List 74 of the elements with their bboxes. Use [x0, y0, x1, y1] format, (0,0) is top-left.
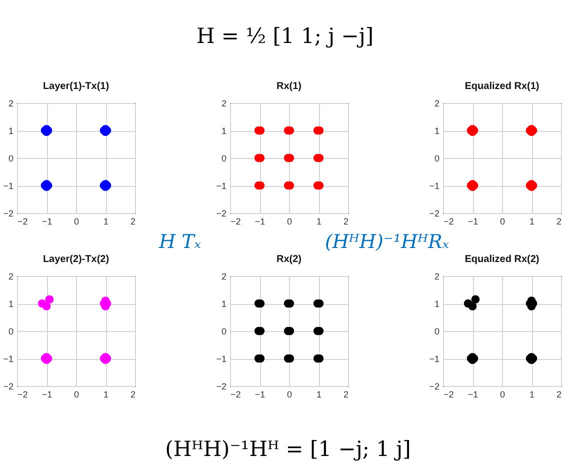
x-tick-label: 2 [343, 216, 348, 226]
x-tick-label: −1 [468, 390, 478, 400]
point [45, 295, 54, 304]
x-tick-label: 0 [286, 216, 292, 226]
x-tick-label: −2 [18, 216, 28, 226]
y-tick-label: 1 [221, 299, 226, 309]
y-tick-label: 2 [8, 98, 14, 108]
x-tick-label: −2 [18, 390, 28, 400]
x-tick-label: 0 [74, 216, 80, 226]
text: H = ½ [1 1; j −j] [196, 24, 374, 48]
y-tick-label: 2 [221, 272, 226, 282]
y-tick-label: −2 [216, 208, 226, 218]
text: (HᴴH)⁻¹HᴴRₓ [324, 231, 450, 253]
x-tick-label: −2 [444, 216, 454, 226]
x-tick-label: 2 [556, 216, 562, 226]
x-tick-label: 1 [316, 390, 322, 400]
y-tick-label: −1 [3, 354, 14, 364]
x-tick-label: 2 [130, 390, 136, 400]
y-tick-label: 1 [8, 126, 14, 136]
x-tick-label: 1 [316, 216, 322, 226]
y-tick-label: 1 [8, 299, 14, 309]
point [471, 295, 480, 304]
y-tick-label: 2 [434, 272, 440, 282]
x-tick-label: −1 [42, 216, 52, 226]
chart-title: Rx(1) [276, 81, 302, 92]
chart-title: Rx(2) [276, 254, 302, 265]
x-tick-label: 0 [286, 390, 292, 400]
x-tick-label: −1 [468, 216, 478, 226]
y-tick-label: −1 [429, 181, 440, 191]
text: H Tₓ [158, 231, 202, 253]
chart-title: Equalized Rx(2) [464, 254, 540, 265]
y-tick-label: −2 [429, 382, 440, 392]
x-tick-label: 0 [500, 390, 506, 400]
x-tick-label: −1 [254, 216, 266, 226]
y-tick-label: 2 [434, 98, 440, 108]
y-tick-label: 1 [434, 126, 440, 136]
x-tick-label: −1 [42, 390, 52, 400]
y-tick-label: 0 [8, 326, 14, 336]
x-tick-label: 1 [103, 216, 109, 226]
point [468, 302, 477, 310]
y-tick-label: 1 [221, 126, 226, 136]
chart-title: Layer(1)-Tx(1) [42, 81, 110, 92]
y-tick-label: 0 [434, 326, 440, 336]
y-tick-label: 1 [434, 299, 440, 309]
y-tick-label: 0 [8, 154, 14, 164]
x-tick-label: 0 [500, 216, 506, 226]
y-tick-label: −2 [429, 208, 440, 218]
x-tick-label: 2 [556, 390, 562, 400]
x-tick-label: −2 [230, 390, 241, 400]
y-tick-label: 0 [434, 154, 440, 164]
x-tick-label: 2 [343, 390, 348, 400]
y-tick-label: −1 [216, 181, 226, 191]
x-tick-label: 2 [130, 216, 136, 226]
chart-title: Layer(2)-Tx(2) [42, 254, 110, 265]
y-tick-label: 2 [221, 98, 226, 108]
y-tick-label: 2 [8, 272, 14, 282]
y-tick-label: −1 [429, 354, 440, 364]
chart-title: Equalized Rx(1) [464, 81, 540, 92]
y-tick-label: −1 [216, 354, 226, 364]
x-tick-label: 1 [529, 390, 535, 400]
y-tick-label: −1 [3, 181, 14, 191]
x-tick-label: −1 [254, 390, 266, 400]
x-tick-label: −2 [444, 390, 454, 400]
y-tick-label: −2 [3, 208, 14, 218]
x-tick-label: 1 [529, 216, 535, 226]
y-tick-label: 0 [221, 326, 226, 336]
text: (HᴴH)⁻¹Hᴴ = [1 −j; 1 j] [165, 437, 411, 461]
x-tick-label: −2 [230, 216, 241, 226]
x-tick-label: 0 [74, 390, 80, 400]
y-tick-label: −2 [216, 382, 226, 392]
point [42, 302, 51, 310]
x-tick-label: 1 [103, 390, 109, 400]
y-tick-label: 0 [221, 154, 226, 164]
y-tick-label: −2 [3, 382, 14, 392]
